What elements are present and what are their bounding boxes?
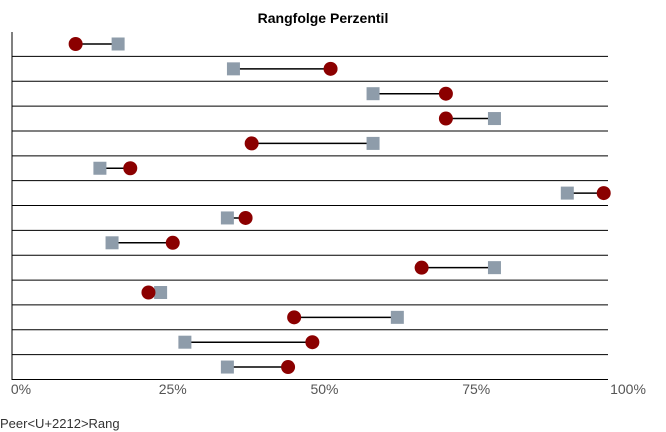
square-point: [390, 310, 404, 324]
circle-point: [68, 37, 83, 51]
circle-point: [323, 61, 338, 76]
circle-point: [165, 235, 180, 250]
x-tick-label: 0%: [11, 381, 31, 397]
chart-title: Rangfolge Perzentil: [258, 10, 389, 26]
square-point: [178, 335, 192, 349]
circle-point: [438, 86, 453, 101]
data-markers: [68, 37, 611, 375]
circle-point: [281, 360, 296, 375]
circle-point: [141, 285, 156, 300]
circle-point: [287, 310, 302, 325]
square-point: [93, 161, 107, 175]
circle-point: [305, 335, 320, 350]
circle-point: [244, 136, 259, 151]
square-point: [487, 261, 501, 275]
circle-point: [238, 210, 253, 225]
square-point: [220, 360, 234, 374]
circle-point: [438, 111, 453, 126]
circle-point: [414, 260, 429, 275]
square-point: [105, 236, 119, 250]
square-point: [226, 62, 240, 76]
x-tick-label: 25%: [159, 381, 187, 397]
square-point: [560, 186, 574, 200]
square-point: [366, 136, 380, 150]
square-point: [154, 286, 168, 299]
x-tick-label: 50%: [310, 381, 338, 397]
square-point: [111, 37, 125, 51]
x-tick-label: 75%: [462, 381, 490, 397]
legend-label: Peer<U+2212>Rang: [0, 416, 120, 431]
grid-lines: [12, 55, 608, 380]
circle-point: [596, 186, 611, 201]
circle-point: [123, 161, 138, 176]
x-tick-label: 100%: [610, 381, 646, 397]
square-point: [366, 87, 380, 101]
square-point: [487, 112, 501, 126]
x-axis-ticks: 0% 25% 50% 75% 100%: [11, 381, 646, 397]
square-point: [220, 211, 234, 225]
